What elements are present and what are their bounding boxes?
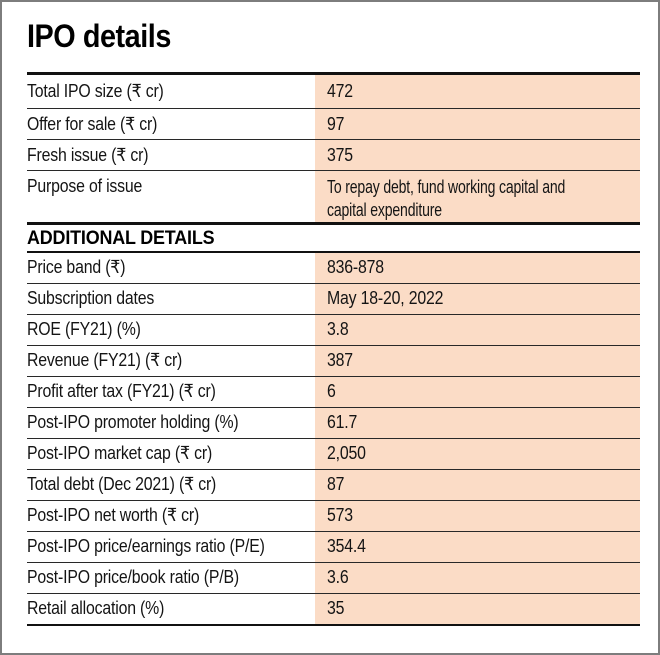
- row-value: 3.8: [315, 314, 640, 345]
- ipo-details-table: Total IPO size (₹ cr) 472 Offer for sale…: [27, 72, 640, 626]
- table-row: Profit after tax (FY21) (₹ cr) 6: [27, 375, 640, 407]
- row-value: 354.4: [315, 531, 640, 562]
- row-label: Offer for sale (₹ cr): [27, 109, 315, 139]
- row-label: Subscription dates: [27, 283, 315, 314]
- row-value: To repay debt, fund working capital and …: [315, 171, 640, 222]
- row-value: 375: [315, 140, 640, 170]
- row-label: Post-IPO price/book ratio (P/B): [27, 562, 315, 593]
- row-label: Post-IPO market cap (₹ cr): [27, 438, 315, 469]
- row-value: 836-878: [315, 253, 640, 283]
- table-row: Post-IPO price/book ratio (P/B) 3.6: [27, 561, 640, 593]
- table-row: Price band (₹) 836-878: [27, 253, 640, 283]
- divider-under-heading: [27, 251, 640, 253]
- row-value: 387: [315, 345, 640, 376]
- row-value: 35: [315, 593, 640, 624]
- table-row: Retail allocation (%) 35: [27, 592, 640, 624]
- page-title: IPO details: [27, 18, 171, 54]
- row-value: May 18-20, 2022: [315, 283, 640, 314]
- table-row: Offer for sale (₹ cr) 97: [27, 108, 640, 139]
- row-label: Profit after tax (FY21) (₹ cr): [27, 376, 315, 407]
- section-heading: ADDITIONAL DETAILS: [27, 226, 215, 249]
- table-row: Total IPO size (₹ cr) 472: [27, 74, 640, 108]
- row-value: 2,050: [315, 438, 640, 469]
- row-label: Total IPO size (₹ cr): [27, 74, 315, 108]
- row-label: Fresh issue (₹ cr): [27, 140, 315, 170]
- row-value: 573: [315, 500, 640, 531]
- table-row: ROE (FY21) (%) 3.8: [27, 313, 640, 345]
- row-value: 61.7: [315, 407, 640, 438]
- table-row: Fresh issue (₹ cr) 375: [27, 139, 640, 170]
- table-row: Post-IPO net worth (₹ cr) 573: [27, 499, 640, 531]
- row-label: Post-IPO promoter holding (%): [27, 407, 315, 438]
- row-value: 97: [315, 109, 640, 139]
- row-label: Retail allocation (%): [27, 593, 315, 624]
- row-label: Post-IPO net worth (₹ cr): [27, 500, 315, 531]
- row-label: Purpose of issue: [27, 171, 315, 222]
- row-value: 3.6: [315, 562, 640, 593]
- table-row: Post-IPO promoter holding (%) 61.7: [27, 406, 640, 438]
- row-label: Post-IPO price/earnings ratio (P/E): [27, 531, 315, 562]
- row-label: Revenue (FY21) (₹ cr): [27, 345, 315, 376]
- table-row: Subscription dates May 18-20, 2022: [27, 282, 640, 314]
- table-row: Total debt (Dec 2021) (₹ cr) 87: [27, 468, 640, 500]
- divider-top: [27, 72, 640, 75]
- row-value: 87: [315, 469, 640, 500]
- table-row: Post-IPO market cap (₹ cr) 2,050: [27, 437, 640, 469]
- row-value: 472: [315, 74, 640, 108]
- row-label: Price band (₹): [27, 253, 315, 283]
- section-header: ADDITIONAL DETAILS: [27, 225, 640, 251]
- table-row: Post-IPO price/earnings ratio (P/E) 354.…: [27, 530, 640, 562]
- row-label: ROE (FY21) (%): [27, 314, 315, 345]
- table-row: Purpose of issue To repay debt, fund wor…: [27, 170, 640, 222]
- divider-section: [27, 222, 640, 225]
- row-value: 6: [315, 376, 640, 407]
- divider-bottom: [27, 623, 640, 626]
- table-row: Revenue (FY21) (₹ cr) 387: [27, 344, 640, 376]
- row-label: Total debt (Dec 2021) (₹ cr): [27, 469, 315, 500]
